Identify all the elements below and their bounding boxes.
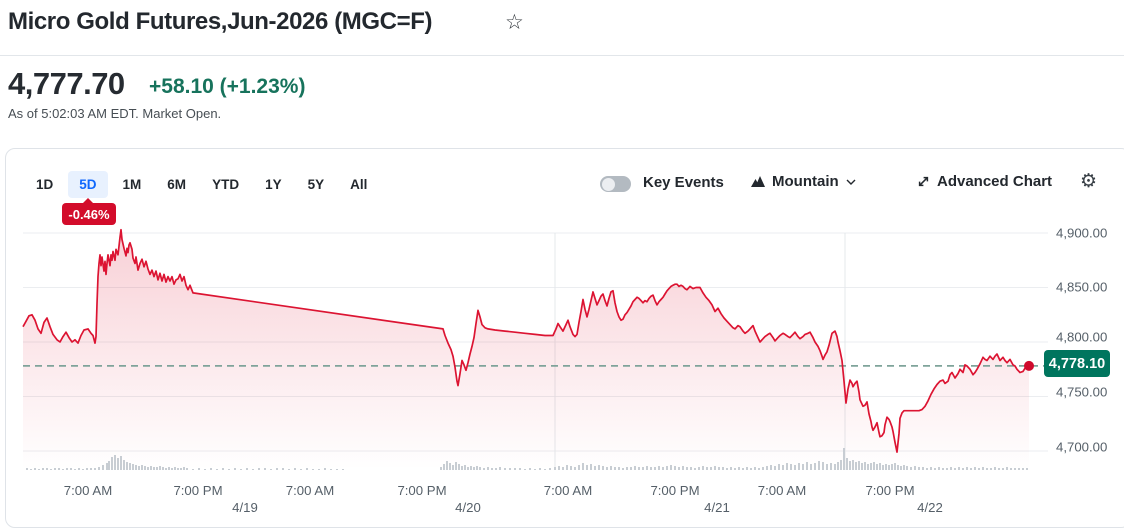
key-events-label: Key Events: [643, 174, 724, 191]
current-price: 4,777.70: [8, 66, 125, 101]
svg-text:7:00 AM: 7:00 AM: [544, 483, 592, 498]
svg-text:4/21: 4/21: [704, 500, 730, 515]
svg-text:4,750.00: 4,750.00: [1056, 385, 1107, 400]
svg-text:7:00 PM: 7:00 PM: [865, 483, 914, 498]
advanced-chart-button[interactable]: Advanced Chart: [917, 173, 1059, 190]
range-change-badge: -0.46%: [62, 198, 116, 225]
gear-icon[interactable]: ⚙: [1080, 171, 1098, 192]
svg-text:4/19: 4/19: [232, 500, 258, 515]
current-price-dot: [1024, 360, 1034, 371]
range-tabs: 1D 5D 1M 6M YTD 1Y 5Y All: [36, 170, 393, 198]
as-of-status: As of 5:02:03 AM EDT. Market Open.: [8, 106, 222, 121]
volume-bars: [26, 448, 1028, 470]
svg-text:7:00 PM: 7:00 PM: [397, 483, 446, 498]
range-tab-ytd[interactable]: YTD: [212, 176, 240, 192]
range-tab-6m[interactable]: 6M: [167, 176, 187, 192]
svg-text:4/22: 4/22: [917, 500, 943, 515]
price-change: +58.10 (+1.23%): [149, 75, 306, 98]
mountain-icon: [751, 176, 765, 187]
current-price-badge: 4,778.10: [1044, 350, 1110, 377]
y-axis-labels: 4,900.00 4,850.00 4,800.00 4,750.00 4,700.00: [1056, 226, 1107, 455]
svg-text:7:00 AM: 7:00 AM: [758, 483, 806, 498]
svg-text:7:00 AM: 7:00 AM: [286, 483, 334, 498]
svg-text:4,800.00: 4,800.00: [1056, 330, 1107, 345]
svg-text:4/20: 4/20: [455, 500, 481, 515]
advanced-chart-label: Advanced Chart: [937, 173, 1053, 190]
svg-text:4,900.00: 4,900.00: [1056, 226, 1107, 241]
range-tab-5d[interactable]: 5D: [68, 170, 108, 198]
range-tab-all[interactable]: All: [350, 176, 368, 192]
range-tab-1d[interactable]: 1D: [36, 176, 54, 192]
expand-icon: [918, 176, 929, 187]
range-tab-5y[interactable]: 5Y: [307, 176, 325, 192]
svg-text:7:00 PM: 7:00 PM: [650, 483, 699, 498]
svg-text:7:00 AM: 7:00 AM: [64, 483, 112, 498]
svg-text:7:00 PM: 7:00 PM: [173, 483, 222, 498]
page-title: Micro Gold Futures,Jun-2026 (MGC=F): [8, 8, 433, 35]
toggle-knob-icon: [602, 177, 615, 191]
range-tab-1y[interactable]: 1Y: [265, 176, 282, 192]
price-line: [22, 228, 1030, 453]
svg-text:4,700.00: 4,700.00: [1056, 440, 1107, 455]
key-events-toggle[interactable]: [600, 176, 631, 192]
range-tab-1m[interactable]: 1M: [122, 176, 142, 192]
x-axis-labels: 7:00 AM 7:00 PM 7:00 AM 7:00 PM 7:00 AM 7:00 …: [64, 483, 943, 515]
area-fill: [23, 229, 1029, 470]
chart-type-selector[interactable]: Mountain: [751, 173, 856, 190]
header-divider: [0, 55, 1124, 56]
chevron-down-icon: [846, 179, 856, 185]
star-icon[interactable]: ☆: [505, 11, 524, 34]
svg-text:4,850.00: 4,850.00: [1056, 280, 1107, 295]
chart-type-label: Mountain: [772, 173, 839, 190]
